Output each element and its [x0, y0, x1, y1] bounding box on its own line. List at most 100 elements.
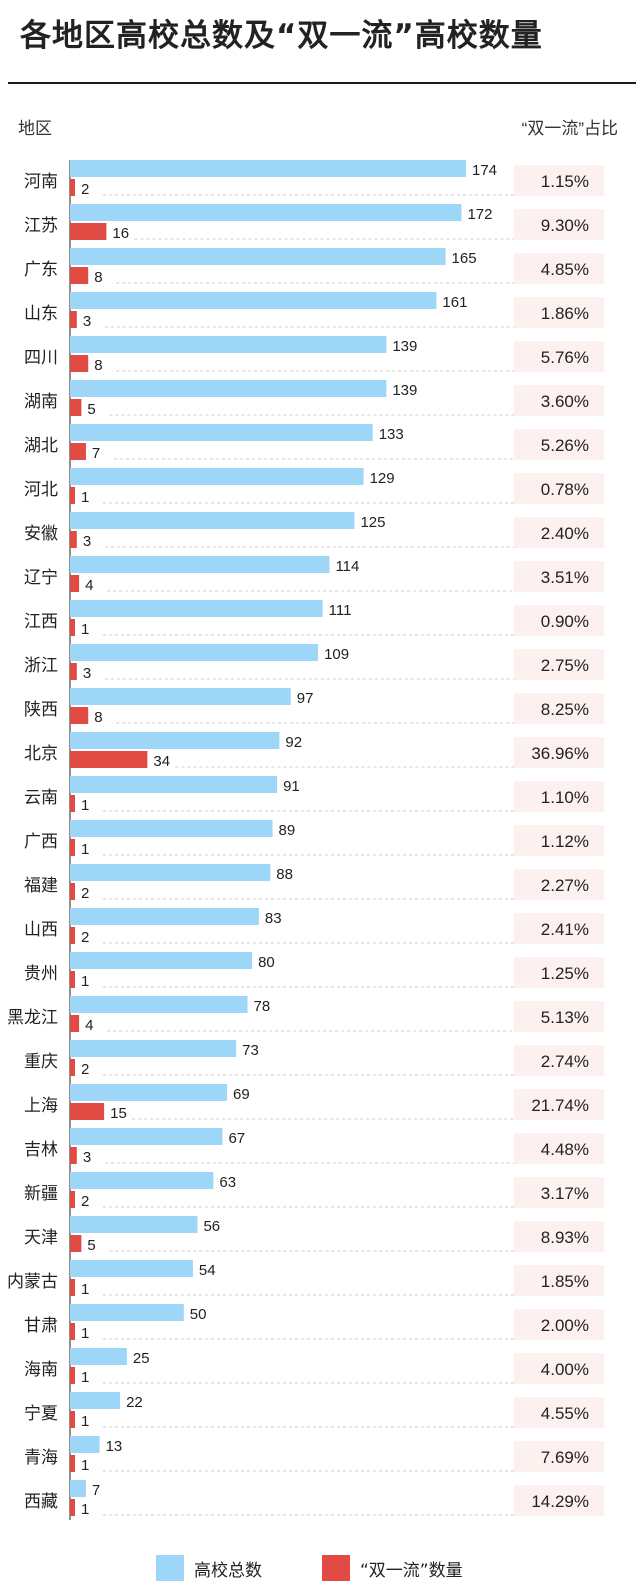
double-first-class-value-label: 3 — [83, 1149, 91, 1166]
region-label: 西藏 — [24, 1492, 58, 1511]
total-value-label: 83 — [265, 910, 282, 927]
region-label: 湖北 — [24, 436, 58, 455]
region-label: 江西 — [24, 612, 58, 631]
total-value-label: 111 — [329, 602, 352, 619]
ratio-value: 8.25% — [541, 700, 589, 719]
ratio-value: 1.15% — [541, 172, 589, 191]
double-first-class-value-label: 1 — [81, 797, 89, 814]
total-value-label: 165 — [452, 250, 477, 267]
total-bar — [70, 1172, 214, 1189]
chart-title: 各地区高校总数及“双一流”高校数量 — [20, 18, 543, 54]
total-value-label: 25 — [133, 1350, 150, 1367]
ratio-value: 1.85% — [541, 1272, 589, 1291]
double-first-class-bar — [70, 443, 86, 460]
total-value-label: 50 — [190, 1306, 207, 1323]
double-first-class-value-label: 15 — [110, 1105, 127, 1122]
double-first-class-value-label: 1 — [81, 1413, 89, 1430]
legend: 高校总数 “双一流”数量 — [0, 1552, 642, 1581]
region-label: 青海 — [24, 1448, 58, 1467]
ratio-box — [514, 869, 604, 900]
double-first-class-value-label: 1 — [81, 973, 89, 990]
double-first-class-value-label: 1 — [81, 841, 89, 858]
region-label: 黑龙江 — [7, 1008, 58, 1027]
ratio-value: 7.69% — [541, 1448, 589, 1467]
region-label: 浙江 — [24, 656, 58, 675]
ratio-box — [514, 605, 604, 636]
region-label: 吉林 — [24, 1140, 58, 1159]
total-value-label: 133 — [379, 426, 404, 443]
double-first-class-value-label: 8 — [94, 709, 102, 726]
total-value-label: 63 — [219, 1174, 236, 1191]
region-label: 新疆 — [24, 1184, 58, 1203]
ratio-value: 4.48% — [541, 1140, 589, 1159]
total-bar — [70, 1040, 237, 1057]
ratio-box — [514, 561, 604, 592]
legend-label-total: 高校总数 — [194, 1560, 262, 1581]
double-first-class-bar — [70, 1235, 82, 1252]
double-first-class-bar — [70, 1015, 80, 1032]
total-value-label: 109 — [324, 646, 349, 663]
total-bar — [70, 952, 253, 969]
double-first-class-bar — [70, 355, 89, 372]
region-label: 山东 — [24, 304, 58, 323]
double-first-class-value-label: 2 — [81, 1061, 89, 1078]
total-bar — [70, 1392, 121, 1409]
double-first-class-bar — [70, 267, 89, 284]
total-value-label: 161 — [442, 294, 467, 311]
total-value-label: 73 — [242, 1042, 259, 1059]
ratio-box — [514, 1089, 604, 1120]
ratio-box — [514, 1133, 604, 1164]
ratio-box — [514, 209, 604, 240]
region-label: 福建 — [24, 876, 58, 895]
ratio-value: 2.40% — [541, 524, 589, 543]
total-value-label: 139 — [392, 338, 417, 355]
double-first-class-value-label: 3 — [83, 313, 91, 330]
total-bar — [70, 1260, 193, 1277]
double-first-class-bar — [70, 575, 80, 592]
region-label: 云南 — [24, 788, 58, 807]
total-value-label: 7 — [92, 1482, 100, 1499]
ratio-value: 36.96% — [531, 744, 589, 763]
double-first-class-bar — [70, 1455, 75, 1472]
total-value-label: 97 — [297, 690, 314, 707]
total-bar — [70, 776, 278, 793]
title-divider — [8, 82, 636, 84]
total-bar — [70, 996, 248, 1013]
ratio-box — [514, 473, 604, 504]
total-bar — [70, 336, 387, 353]
column-header-region: 地区 — [18, 119, 52, 138]
double-first-class-bar — [70, 179, 75, 196]
ratio-box — [514, 341, 604, 372]
double-first-class-value-label: 1 — [81, 621, 89, 638]
total-bar — [70, 204, 462, 221]
double-first-class-bar — [70, 1279, 75, 1296]
ratio-box — [514, 1177, 604, 1208]
ratio-value: 3.17% — [541, 1184, 589, 1203]
double-first-class-bar — [70, 487, 75, 504]
total-value-label: 67 — [228, 1130, 245, 1147]
ratio-value: 2.74% — [541, 1052, 589, 1071]
double-first-class-value-label: 34 — [153, 753, 170, 770]
ratio-box — [514, 913, 604, 944]
ratio-value: 2.00% — [541, 1316, 589, 1335]
legend-item-double-first-class: “双一流”数量 — [322, 1555, 463, 1581]
total-value-label: 172 — [467, 206, 492, 223]
total-bar — [70, 908, 259, 925]
ratio-box — [514, 429, 604, 460]
total-value-label: 88 — [276, 866, 293, 883]
double-first-class-bar — [70, 311, 77, 328]
legend-label-double-first-class: “双一流”数量 — [360, 1560, 463, 1581]
region-label: 重庆 — [24, 1052, 58, 1071]
total-value-label: 89 — [279, 822, 296, 839]
ratio-value: 0.78% — [541, 480, 589, 499]
ratio-value: 9.30% — [541, 216, 589, 235]
total-bar — [70, 688, 291, 705]
ratio-value: 1.12% — [541, 832, 589, 851]
total-bar — [70, 468, 364, 485]
region-label: 河北 — [24, 480, 58, 499]
region-label: 山西 — [24, 920, 58, 939]
double-first-class-value-label: 8 — [94, 357, 102, 374]
region-label: 陕西 — [24, 700, 58, 719]
total-value-label: 22 — [126, 1394, 143, 1411]
